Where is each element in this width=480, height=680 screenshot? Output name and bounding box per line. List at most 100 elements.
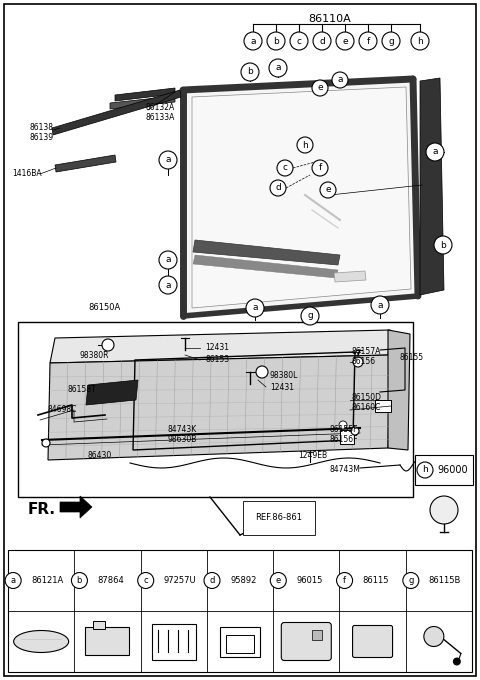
- Text: e: e: [317, 84, 323, 92]
- Bar: [94, 620, 106, 628]
- Text: e: e: [276, 576, 281, 585]
- Text: a: a: [432, 148, 438, 156]
- Polygon shape: [60, 496, 92, 518]
- Text: 86150A: 86150A: [88, 303, 120, 313]
- Circle shape: [138, 573, 154, 588]
- Text: REF.86-861: REF.86-861: [255, 513, 302, 522]
- Text: c: c: [144, 576, 148, 585]
- Polygon shape: [192, 87, 411, 308]
- Text: 1249EB: 1249EB: [298, 450, 327, 460]
- Text: 86138: 86138: [30, 124, 54, 133]
- Polygon shape: [52, 90, 181, 135]
- Circle shape: [336, 32, 354, 50]
- Circle shape: [277, 160, 293, 176]
- Text: 86132A: 86132A: [145, 103, 174, 112]
- Bar: [312, 630, 322, 639]
- Text: a: a: [275, 63, 281, 73]
- Polygon shape: [193, 255, 338, 278]
- Circle shape: [312, 80, 328, 96]
- Circle shape: [270, 180, 286, 196]
- Circle shape: [332, 72, 348, 88]
- Text: a: a: [377, 301, 383, 309]
- Circle shape: [301, 307, 319, 325]
- Circle shape: [434, 236, 452, 254]
- Bar: [220, 626, 260, 656]
- Bar: [415, 455, 473, 485]
- Circle shape: [403, 573, 419, 588]
- Circle shape: [159, 251, 177, 269]
- Text: 86156: 86156: [352, 358, 376, 367]
- Text: f: f: [343, 576, 346, 585]
- Polygon shape: [48, 355, 390, 460]
- Text: 1416BA: 1416BA: [12, 169, 42, 178]
- Text: 96015: 96015: [296, 576, 323, 585]
- Polygon shape: [193, 240, 340, 265]
- Text: h: h: [417, 37, 423, 46]
- Text: g: g: [408, 576, 414, 585]
- Circle shape: [297, 137, 313, 153]
- Bar: [340, 430, 354, 444]
- Text: 86153: 86153: [205, 356, 229, 364]
- Text: h: h: [302, 141, 308, 150]
- Text: e: e: [325, 186, 331, 194]
- Text: 87864: 87864: [97, 576, 124, 585]
- Text: 86430: 86430: [88, 450, 112, 460]
- Text: 86110A: 86110A: [309, 14, 351, 24]
- Text: 86121A: 86121A: [31, 576, 63, 585]
- Text: d: d: [275, 184, 281, 192]
- Polygon shape: [388, 330, 410, 450]
- Text: e: e: [342, 37, 348, 46]
- Circle shape: [102, 339, 114, 351]
- Text: a: a: [337, 75, 343, 84]
- Text: 86115B: 86115B: [429, 576, 461, 585]
- Text: 84743K: 84743K: [168, 426, 197, 435]
- Text: a: a: [11, 576, 16, 585]
- Circle shape: [371, 296, 389, 314]
- Polygon shape: [110, 96, 175, 109]
- Circle shape: [270, 573, 286, 588]
- Text: 86158T: 86158T: [68, 386, 96, 394]
- Text: b: b: [247, 67, 253, 77]
- Circle shape: [426, 143, 444, 161]
- Circle shape: [290, 32, 308, 50]
- Bar: [375, 400, 391, 412]
- Text: 98630B: 98630B: [168, 435, 197, 445]
- Text: 97257U: 97257U: [164, 576, 196, 585]
- Circle shape: [269, 59, 287, 77]
- Text: 12431: 12431: [205, 343, 229, 352]
- Polygon shape: [115, 88, 175, 101]
- Text: 98380R: 98380R: [80, 350, 109, 360]
- Text: 86139: 86139: [30, 133, 54, 143]
- Circle shape: [246, 299, 264, 317]
- Circle shape: [313, 32, 331, 50]
- Circle shape: [72, 573, 87, 588]
- Circle shape: [336, 573, 353, 588]
- Circle shape: [353, 357, 363, 367]
- Text: a: a: [250, 37, 256, 46]
- Text: c: c: [283, 163, 288, 173]
- Circle shape: [351, 427, 359, 435]
- Polygon shape: [50, 330, 390, 363]
- Bar: [152, 624, 196, 660]
- Text: 86155F: 86155F: [330, 426, 359, 435]
- Ellipse shape: [13, 630, 69, 653]
- Circle shape: [256, 366, 268, 378]
- Circle shape: [5, 573, 21, 588]
- Bar: [85, 626, 130, 654]
- Circle shape: [267, 32, 285, 50]
- Text: b: b: [77, 576, 82, 585]
- Circle shape: [411, 32, 429, 50]
- Circle shape: [42, 439, 50, 447]
- Text: 86155: 86155: [400, 352, 424, 362]
- Bar: [18, 322, 413, 497]
- Polygon shape: [55, 155, 116, 172]
- Text: h: h: [422, 466, 428, 475]
- Text: 86157A: 86157A: [352, 347, 382, 356]
- Bar: [226, 634, 254, 653]
- Text: 86150D: 86150D: [352, 394, 382, 403]
- Polygon shape: [86, 380, 138, 405]
- Circle shape: [244, 32, 262, 50]
- Text: 95892: 95892: [230, 576, 256, 585]
- Circle shape: [424, 626, 444, 647]
- Text: 12431: 12431: [270, 382, 294, 392]
